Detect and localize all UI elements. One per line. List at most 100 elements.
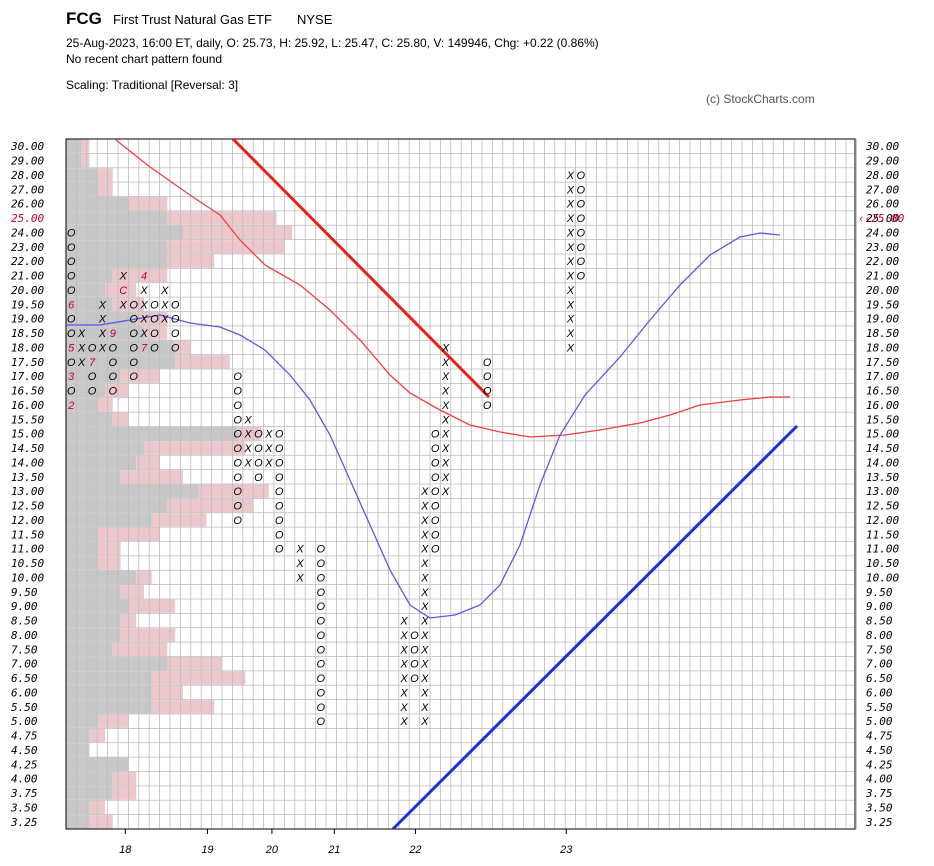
o-box: O bbox=[67, 256, 76, 268]
o-box: O bbox=[233, 515, 242, 527]
volume-bar-pink bbox=[151, 685, 183, 700]
volume-bar-pink bbox=[112, 772, 137, 786]
x-box: X bbox=[566, 242, 575, 254]
volume-bar-gray bbox=[66, 484, 199, 498]
price-label-right: 4.25 bbox=[866, 758, 893, 771]
o-box: O bbox=[431, 529, 440, 541]
o-box: O bbox=[129, 314, 138, 326]
x-box: X bbox=[566, 314, 575, 326]
x-tick-label: 22 bbox=[408, 844, 421, 856]
month-marker: C bbox=[119, 285, 127, 297]
x-box: X bbox=[420, 544, 429, 556]
x-box: X bbox=[119, 271, 128, 283]
price-label-left: 5.00 bbox=[11, 715, 38, 728]
o-box: O bbox=[577, 227, 586, 239]
x-box: X bbox=[243, 457, 252, 469]
price-label-left: 4.25 bbox=[11, 758, 38, 771]
price-label-right: 11.00 bbox=[866, 543, 899, 556]
price-label-left: 16.50 bbox=[11, 385, 44, 398]
o-box: O bbox=[171, 342, 180, 354]
price-label-left: 18.50 bbox=[11, 327, 44, 340]
o-box: O bbox=[88, 371, 97, 383]
volume-bar-pink bbox=[112, 786, 137, 800]
price-label-left: 10.50 bbox=[11, 557, 44, 570]
volume-bar-pink bbox=[151, 671, 246, 685]
price-label-right: 24.00 bbox=[866, 226, 899, 239]
x-box: X bbox=[243, 429, 252, 441]
o-box: O bbox=[275, 515, 284, 527]
x-box: X bbox=[441, 429, 450, 441]
volume-bar-gray bbox=[66, 182, 98, 196]
volume-bar-gray bbox=[66, 168, 98, 182]
price-label-left: 19.50 bbox=[11, 298, 44, 311]
chart-grid bbox=[65, 138, 857, 830]
x-box: X bbox=[399, 644, 408, 656]
price-label-left: 24.00 bbox=[11, 226, 44, 239]
x-box: X bbox=[420, 558, 429, 570]
x-box: X bbox=[295, 558, 304, 570]
o-box: O bbox=[67, 328, 76, 340]
o-box: O bbox=[233, 486, 242, 498]
x-box: X bbox=[139, 328, 148, 340]
o-box: O bbox=[483, 386, 492, 398]
price-label-left: 6.50 bbox=[11, 672, 38, 685]
o-box: O bbox=[254, 457, 263, 469]
x-box: X bbox=[420, 572, 429, 584]
price-label-left: 4.50 bbox=[11, 744, 38, 757]
volume-bar-gray bbox=[66, 714, 98, 728]
x-box: X bbox=[420, 630, 429, 642]
volume-bar-gray bbox=[66, 570, 137, 585]
price-label-left: 22.00 bbox=[11, 255, 44, 268]
volume-bar-pink bbox=[120, 585, 144, 599]
price-label-right: 30.00 bbox=[865, 140, 899, 153]
o-box: O bbox=[317, 644, 326, 656]
x-box: X bbox=[77, 342, 86, 354]
price-label-right: 12.50 bbox=[866, 500, 899, 513]
price-label-right: 17.50 bbox=[866, 356, 899, 369]
price-label-right: 20.00 bbox=[866, 284, 899, 297]
price-label-right: 18.00 bbox=[866, 341, 899, 354]
o-box: O bbox=[577, 271, 586, 283]
price-label-left: 3.50 bbox=[10, 801, 38, 814]
volume-bar-gray bbox=[66, 369, 121, 383]
volume-bar-pink bbox=[81, 139, 90, 153]
volume-bar-gray bbox=[66, 153, 82, 168]
x-tick-label: 23 bbox=[559, 844, 573, 856]
volume-bar-gray bbox=[66, 728, 90, 743]
volume-bar-gray bbox=[66, 254, 168, 268]
price-label-right: 29.00 bbox=[866, 155, 899, 168]
volume-bar-gray bbox=[66, 585, 121, 599]
volume-bar-gray bbox=[66, 398, 98, 412]
x-box: X bbox=[566, 199, 575, 211]
o-box: O bbox=[410, 644, 419, 656]
volume-bar-pink bbox=[97, 398, 113, 412]
month-marker: 2 bbox=[67, 400, 74, 412]
price-label-right: 14.50 bbox=[866, 442, 899, 455]
moving-average-blue bbox=[66, 232, 781, 619]
x-box: X bbox=[295, 572, 304, 584]
volume-bar-gray bbox=[66, 240, 168, 254]
volume-bar-gray bbox=[66, 383, 105, 398]
o-box: O bbox=[233, 443, 242, 455]
o-box: O bbox=[431, 544, 440, 556]
o-box: O bbox=[317, 687, 326, 699]
volume-bar-pink bbox=[151, 700, 215, 714]
x-box: X bbox=[441, 371, 450, 383]
o-box: O bbox=[67, 242, 76, 254]
x-box: X bbox=[566, 299, 575, 311]
o-box: O bbox=[577, 242, 586, 254]
price-label-left: 11.50 bbox=[11, 528, 44, 541]
o-box: O bbox=[317, 659, 326, 671]
price-label-left: 8.00 bbox=[11, 629, 38, 642]
volume-bar-pink bbox=[97, 556, 121, 570]
axes: 3.25 3.253.50 3.503.75 3.754.00 4.004.25 4.25… bbox=[10, 140, 905, 856]
x-box: X bbox=[441, 472, 450, 484]
x-box: X bbox=[441, 443, 450, 455]
price-label-right: 7.50 bbox=[866, 643, 893, 656]
volume-bar-pink bbox=[112, 642, 168, 656]
price-label-right: 7.00 bbox=[866, 658, 893, 671]
o-box: O bbox=[67, 357, 76, 369]
volume-bar-gray bbox=[66, 800, 90, 815]
volume-bar-pink bbox=[97, 168, 113, 182]
